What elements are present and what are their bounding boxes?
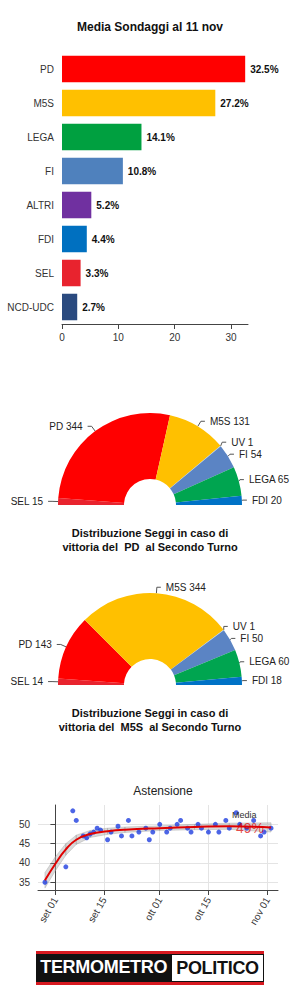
svg-text:35: 35 [19, 877, 31, 888]
svg-text:Distribuzione Seggi in caso di: Distribuzione Seggi in caso di [72, 527, 228, 539]
svg-text:UV 1: UV 1 [233, 621, 256, 632]
svg-text:10.8%: 10.8% [128, 166, 156, 177]
html-text:TERMOMETRO: TERMOMETRO [40, 957, 168, 977]
svg-text:10: 10 [113, 332, 125, 343]
svg-text:PD: PD [40, 64, 54, 75]
svg-text:32.5%: 32.5% [250, 64, 278, 75]
svg-text:PD 344: PD 344 [49, 421, 83, 432]
svg-text:ott 01: ott 01 [142, 895, 164, 923]
svg-text:Media Sondaggi al 11 nov: Media Sondaggi al 11 nov [77, 20, 223, 34]
svg-text:27.2%: 27.2% [220, 98, 248, 109]
svg-text:nov 01: nov 01 [248, 895, 273, 927]
svg-text:FI 54: FI 54 [239, 449, 262, 460]
svg-text:Media: Media [232, 810, 257, 820]
svg-text:LEGA 60: LEGA 60 [249, 656, 289, 667]
svg-text:ALTRI: ALTRI [26, 200, 54, 211]
html-text:POLITICO: POLITICO [176, 958, 259, 978]
svg-text:40: 40 [19, 857, 31, 868]
svg-text:set 01: set 01 [37, 895, 60, 924]
svg-text:5.2%: 5.2% [96, 200, 119, 211]
svg-text:4.4%: 4.4% [92, 234, 115, 245]
svg-text:FI: FI [45, 166, 54, 177]
svg-text:M5S 131: M5S 131 [210, 416, 250, 427]
svg-text:3.3%: 3.3% [86, 268, 109, 279]
svg-text:UV 1: UV 1 [231, 437, 254, 448]
svg-text:SEL 15: SEL 15 [11, 496, 44, 507]
svg-text:30: 30 [226, 332, 238, 343]
svg-text:PD 143: PD 143 [18, 639, 52, 650]
svg-text:SEL 14: SEL 14 [11, 676, 44, 687]
svg-text:FDI 18: FDI 18 [252, 675, 282, 686]
svg-text:set 15: set 15 [86, 895, 109, 924]
svg-text:0: 0 [59, 332, 65, 343]
svg-text:49%: 49% [236, 820, 264, 836]
svg-text:50: 50 [19, 819, 31, 830]
svg-text:14.1%: 14.1% [146, 132, 174, 143]
svg-text:FDI 20: FDI 20 [252, 495, 282, 506]
svg-text:M5S: M5S [33, 98, 54, 109]
svg-text:LEGA 65: LEGA 65 [249, 474, 289, 485]
svg-text:Astensione: Astensione [133, 784, 193, 798]
svg-text:SEL: SEL [35, 268, 54, 279]
svg-text:ott 15: ott 15 [191, 895, 213, 923]
svg-text:FDI: FDI [38, 234, 54, 245]
svg-text:vittoria del M5S al Secondo: vittoria del M5S al Secondo Turno [59, 721, 242, 733]
svg-text:FI 50: FI 50 [240, 633, 263, 644]
svg-text:vittoria del PD al Secondo T: vittoria del PD al Secondo Turno [62, 541, 237, 553]
svg-text:45: 45 [19, 838, 31, 849]
svg-text:LEGA: LEGA [27, 132, 54, 143]
svg-text:Distribuzione Seggi in caso di: Distribuzione Seggi in caso di [72, 707, 228, 719]
svg-text:2.7%: 2.7% [82, 302, 105, 313]
svg-text:20: 20 [169, 332, 181, 343]
svg-text:NCD-UDC: NCD-UDC [7, 302, 54, 313]
svg-text:M5S 344: M5S 344 [166, 582, 206, 593]
